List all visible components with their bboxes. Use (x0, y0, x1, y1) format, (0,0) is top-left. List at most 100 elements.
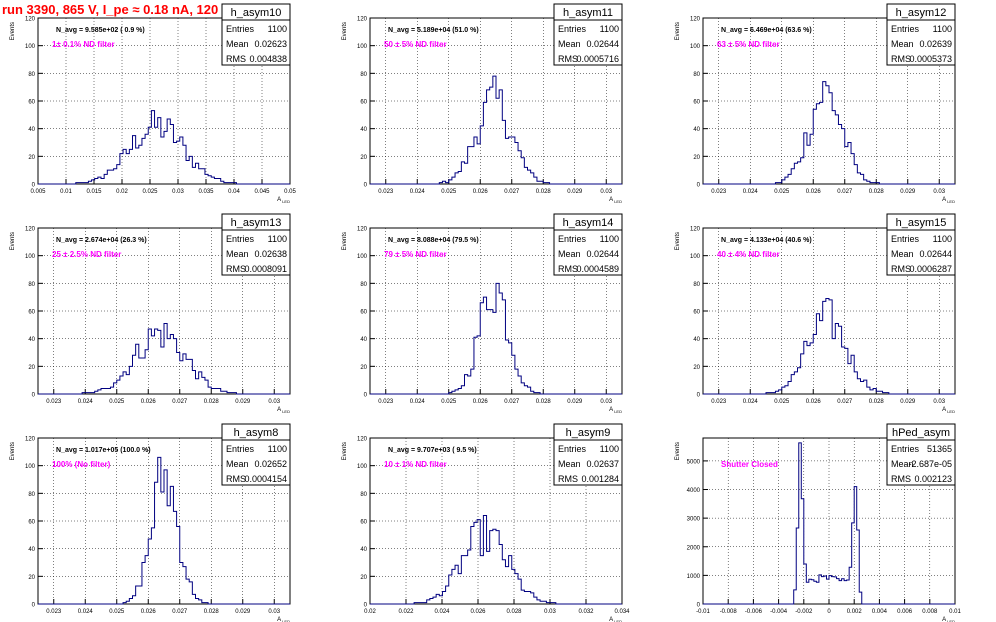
x-tick-label: 0.027 (172, 399, 188, 405)
y-tick-label: 0 (32, 183, 36, 189)
y-tick-label: 120 (357, 437, 368, 443)
stats-body-box (886, 439, 956, 486)
stats-value: 0.02637 (586, 459, 619, 469)
stats-box: h_asym15 Entries 1100 Mean 0.02644 RMS0.00062… (886, 213, 956, 276)
x-tick-label: 0.023 (46, 609, 62, 615)
x-tick-label: 0.029 (900, 399, 916, 405)
stats-label: Entries (558, 234, 587, 244)
x-tick-label: 0.03 (268, 609, 280, 615)
stats-label: Entries (558, 444, 587, 454)
stats-body-box (221, 439, 291, 486)
stats-body-box (553, 439, 623, 486)
y-tick-label: 40 (360, 547, 367, 553)
histogram-name: h_asym15 (896, 217, 947, 229)
y-axis-label: Events (342, 442, 348, 460)
stats-value: 1100 (268, 24, 287, 34)
y-tick-label: 40 (693, 127, 700, 133)
stats-value: 0.001284 (581, 474, 619, 484)
x-tick-label: 0.028 (506, 609, 522, 615)
filter-label: 79 ± 5% ND filter (384, 250, 447, 259)
y-tick-label: 20 (360, 365, 367, 371)
y-axis-label: Events (675, 442, 681, 460)
x-tick-label: 0.02 (364, 609, 376, 615)
chart-panel-h_asym8: 0 20 40 60 80 100 120 0.023 0.024 0.025 0.026 0.027… (10, 423, 291, 622)
y-tick-label: 80 (360, 282, 367, 288)
x-tick-label: 0.03 (933, 399, 945, 405)
x-tick-label: 0.027 (837, 399, 853, 405)
x-tick-label: -0.004 (770, 609, 788, 615)
y-tick-label: 40 (28, 337, 35, 343)
stats-label: RMS (226, 264, 246, 274)
stats-label: Entries (891, 444, 920, 454)
y-tick-label: 0 (364, 603, 368, 609)
y-axis-label: Events (675, 232, 681, 250)
stats-label: Entries (558, 24, 587, 34)
x-tick-label: 0.04 (228, 189, 240, 195)
stats-label: RMS (891, 54, 911, 64)
y-axis-label: Events (342, 22, 348, 40)
x-axis-label: A LED (942, 617, 955, 622)
stats-value: 1100 (268, 444, 287, 454)
stats-box: h_asym13 Entries 1100 Mean 0.02638 RMS0.00080… (221, 213, 291, 276)
stats-box: hPed_asym Entries 51365 Mean-2.687e-05 RMS 0.… (886, 423, 956, 486)
y-tick-label: 120 (25, 227, 36, 233)
x-tick-label: 0.025 (109, 399, 125, 405)
chart-panel-hPed_asym: 0 1000 2000 3000 4000 5000 -0.01 -0.008 -0.006 -0… (675, 423, 961, 622)
chart-panel-h_asym15: 0 20 40 60 80 100 120 0.023 0.024 0.025 0.026 0.027… (675, 213, 956, 414)
stats-label: RMS (226, 54, 246, 64)
x-tick-label: 0.026 (141, 399, 157, 405)
x-tick-label: 0 (827, 609, 831, 615)
y-tick-label: 20 (28, 575, 35, 581)
x-tick-label: 0.025 (441, 399, 457, 405)
stats-value: 0.02644 (919, 249, 952, 259)
stats-value: 0.0004589 (576, 264, 619, 274)
x-tick-label: 0.03 (600, 189, 612, 195)
stats-box: h_asym10 Entries 1100 Mean 0.02623 RMS 0.00483… (221, 3, 291, 66)
y-tick-label: 120 (357, 227, 368, 233)
y-tick-label: 40 (28, 547, 35, 553)
x-tick-label: 0.024 (78, 609, 94, 615)
stats-label: Mean (558, 459, 581, 469)
x-axis-label: A LED (609, 197, 622, 204)
x-tick-label: 0.028 (536, 189, 552, 195)
stats-box: h_asym14 Entries 1100 Mean 0.02644 RMS0.00045… (553, 213, 623, 276)
stats-label: Entries (891, 234, 920, 244)
y-tick-label: 20 (28, 365, 35, 371)
x-tick-label: 0.025 (109, 609, 125, 615)
stats-value: 0.02623 (254, 39, 287, 49)
x-tick-label: 0.027 (504, 399, 520, 405)
navg-label: N_avg = 9.585e+02 ( 0.9 %) (56, 27, 145, 34)
filter-label: 100% (No filter) (52, 460, 111, 469)
x-tick-label: 0.025 (441, 189, 457, 195)
y-tick-label: 0 (32, 603, 36, 609)
stats-label: Entries (891, 24, 920, 34)
y-tick-label: 120 (690, 227, 701, 233)
x-tick-label: 0.01 (949, 609, 961, 615)
chart-panel-h_asym12: 0 20 40 60 80 100 120 0.023 0.024 0.025 0.026 0.027… (675, 3, 956, 204)
y-tick-label: 20 (360, 155, 367, 161)
x-tick-label: 0.024 (410, 189, 426, 195)
filter-label: 40 ± 4% ND filter (717, 250, 780, 259)
x-tick-label: 0.026 (470, 609, 486, 615)
x-tick-label: 0.022 (398, 609, 414, 615)
histogram-name: h_asym11 (563, 7, 613, 19)
x-tick-label: 0.023 (46, 399, 62, 405)
filter-label: Shutter Closed (721, 460, 778, 469)
stats-body-box (221, 19, 291, 66)
x-tick-label: 0.026 (806, 189, 822, 195)
stats-value: 1100 (933, 234, 952, 244)
histogram-name: h_asym9 (566, 427, 611, 439)
stats-label: Entries (226, 444, 255, 454)
filter-label: 63 ± 5% ND filter (717, 40, 780, 49)
x-axis-label: A LED (277, 407, 290, 414)
x-tick-label: 0.05 (284, 189, 296, 195)
y-tick-label: 3000 (687, 517, 701, 523)
y-tick-label: 60 (360, 100, 367, 106)
y-tick-label: 60 (693, 100, 700, 106)
navg-label: N_avg = 6.469e+04 (63.6 %) (721, 27, 812, 34)
stats-body-box (886, 19, 956, 66)
stats-label: RMS (558, 474, 578, 484)
histogram-name: h_asym10 (231, 7, 282, 19)
y-tick-label: 60 (693, 310, 700, 316)
y-tick-label: 80 (28, 72, 35, 78)
